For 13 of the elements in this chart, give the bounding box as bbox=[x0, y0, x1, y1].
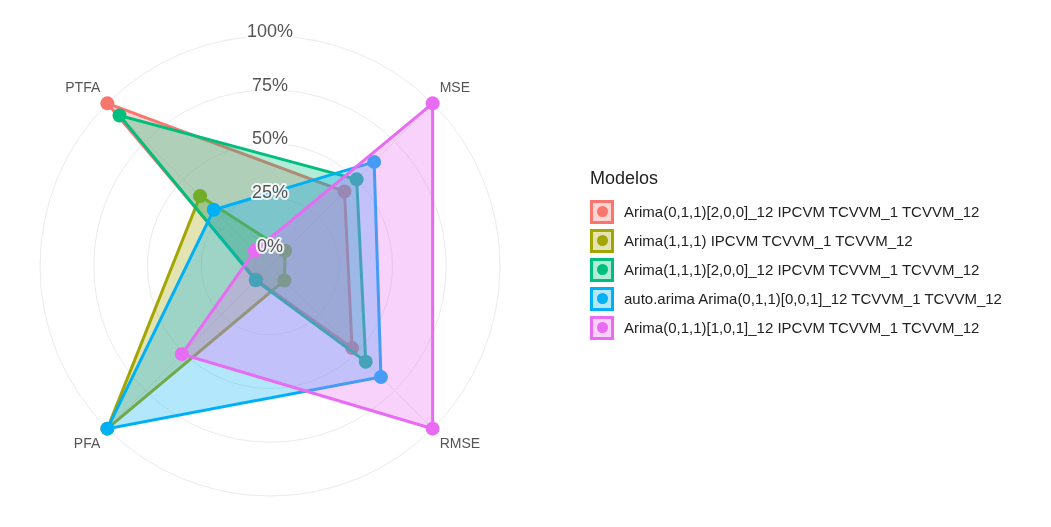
spoke-label: MSE bbox=[439, 78, 471, 95]
legend-label: Arima(1,1,1) IPCVM TCVVM_1 TCVVM_12 bbox=[624, 232, 913, 249]
spoke-label: RMSE bbox=[439, 434, 481, 451]
spoke-label: PTFA bbox=[65, 78, 101, 95]
legend-title: Modelos bbox=[590, 168, 660, 189]
spoke-label: PFA bbox=[73, 434, 101, 451]
y-tick-label: 75% bbox=[251, 74, 289, 95]
legend-label: Arima(1,1,1)[2,0,0]_12 IPCVM TCVVM_1 TCVVM_12 bbox=[624, 261, 980, 278]
legend-label: Arima(0,1,1)[1,0,1]_12 IPCVM TCVVM_1 TCVVM_12 bbox=[624, 319, 980, 336]
legend-label: auto.arima Arima(0,1,1)[0,0,1]_12 TCVVM_1 TCVVM_12 bbox=[624, 290, 1002, 307]
y-tick-label: 100% bbox=[246, 20, 294, 41]
y-tick-label: 50% bbox=[251, 128, 289, 149]
legend-label: Arima(0,1,1)[2,0,0]_12 IPCVM TCVVM_1 TCVVM_12 bbox=[624, 203, 980, 220]
